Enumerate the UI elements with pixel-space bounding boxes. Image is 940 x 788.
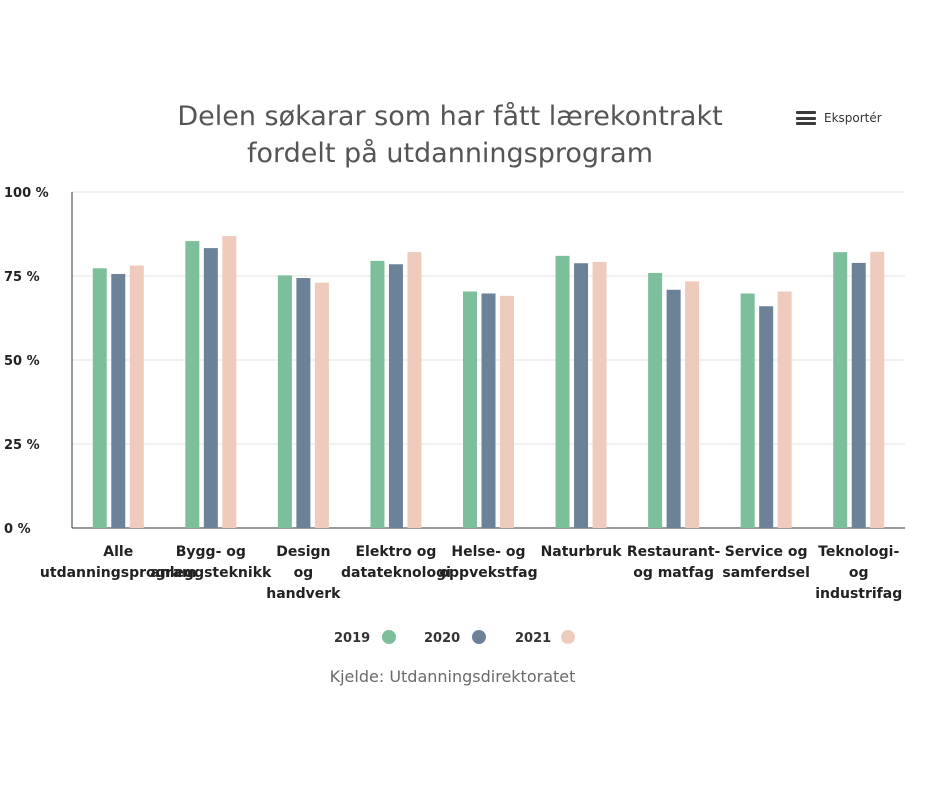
bar-2020 bbox=[296, 278, 311, 528]
legend-label: 2020 bbox=[424, 631, 460, 646]
bar-2020 bbox=[388, 264, 403, 528]
bar-2020 bbox=[203, 248, 218, 528]
bar-2021 bbox=[314, 282, 329, 528]
x-tick-label-line: Restaurant- bbox=[627, 544, 721, 560]
x-tick-label-line: og bbox=[294, 565, 314, 581]
bar-2019 bbox=[92, 268, 107, 528]
bar-2019 bbox=[370, 260, 385, 528]
legend-item-2020[interactable]: 2020 bbox=[424, 630, 486, 646]
bar-2020 bbox=[574, 263, 589, 528]
bar-2021 bbox=[500, 295, 514, 528]
x-tick-label-line: Naturbruk bbox=[541, 544, 623, 560]
x-tick-label: Helse- og oppvekstfag bbox=[439, 544, 537, 581]
bar-2019 bbox=[555, 255, 570, 528]
chart-title-line-2: fordelt på utdanningsprogram bbox=[246, 138, 653, 169]
bar-2021 bbox=[685, 281, 700, 528]
chart-title: Delen søkarar som har fått lærekontrakt … bbox=[90, 98, 810, 172]
x-tick-label-line: Alle bbox=[103, 544, 133, 560]
x-tick-label: Elektro og datateknologi bbox=[341, 544, 451, 581]
bar-2019 bbox=[740, 293, 755, 528]
bar-2020 bbox=[481, 293, 496, 528]
y-tick-label: 75 % bbox=[4, 270, 40, 285]
x-tick-label-line: og bbox=[849, 565, 869, 581]
x-tick-label-line: Teknologi- bbox=[818, 544, 899, 560]
bar-2020 bbox=[851, 262, 866, 528]
bar-2021 bbox=[777, 291, 792, 528]
x-tick-label-line: utdanningsprogram bbox=[40, 565, 197, 581]
y-tick-label: 0 % bbox=[4, 522, 31, 537]
bar-2019 bbox=[833, 252, 848, 529]
bar-2019 bbox=[185, 241, 200, 528]
bar-2021 bbox=[222, 236, 237, 529]
export-menu-button[interactable]: Eksportér bbox=[796, 106, 882, 130]
source-credit: Kjelde: Utdanningsdirektoratet bbox=[329, 667, 576, 686]
x-tick-label: Alle utdanningsprogram bbox=[40, 544, 197, 581]
y-tick-label: 50 % bbox=[4, 354, 40, 369]
x-tick-label-line: oppvekstfag bbox=[439, 565, 537, 581]
bar-2020 bbox=[111, 273, 126, 528]
bar-2021 bbox=[129, 265, 144, 528]
legend-item-2021[interactable]: 2021 bbox=[515, 630, 575, 646]
bar-2019 bbox=[648, 272, 663, 528]
legend-symbol bbox=[561, 630, 575, 644]
bar-2021 bbox=[870, 251, 885, 529]
x-tick-label-line: Service og bbox=[725, 544, 808, 560]
legend-symbol bbox=[472, 630, 486, 644]
legend-item-2019[interactable]: 2019 bbox=[334, 630, 396, 646]
legend-label: 2019 bbox=[334, 631, 370, 646]
x-tick-label: Naturbruk bbox=[541, 544, 623, 560]
y-tick-label: 100 % bbox=[4, 186, 49, 201]
x-tick-label-line: Bygg- og bbox=[176, 544, 246, 560]
bar-2019 bbox=[463, 291, 477, 528]
bar-2020 bbox=[666, 289, 681, 528]
hamburger-menu-icon bbox=[796, 111, 816, 125]
x-tick-label-line: samferdsel bbox=[722, 565, 810, 581]
x-tick-label-line: anleggsteknikk bbox=[150, 565, 272, 581]
x-tick-label: Service og samferdsel bbox=[722, 544, 810, 581]
x-tick-label-line: Design bbox=[276, 544, 330, 560]
export-label: Eksportér bbox=[824, 111, 882, 125]
legend-label: 2021 bbox=[515, 631, 551, 646]
x-tick-label-line: handverk bbox=[266, 586, 341, 602]
x-tick-label-line: industrifag bbox=[815, 586, 902, 602]
x-tick-label-line: og matfag bbox=[633, 565, 714, 581]
x-tick-label: Restaurant-og matfag bbox=[627, 544, 721, 581]
x-tick-label-line: Elektro og bbox=[355, 544, 436, 560]
bar-2019 bbox=[277, 275, 292, 528]
x-tick-label: Bygg- og anleggsteknikk bbox=[150, 544, 272, 581]
x-tick-label: Teknologi-og industrifag bbox=[815, 544, 902, 602]
x-tick-label-line: datateknologi bbox=[341, 565, 451, 581]
chart-title-line-1: Delen søkarar som har fått lærekontrakt bbox=[177, 101, 723, 132]
bar-2020 bbox=[759, 306, 774, 528]
x-tick-label-line: Helse- og bbox=[451, 544, 525, 560]
y-tick-label: 25 % bbox=[4, 438, 40, 453]
x-tick-label: Design og handverk bbox=[266, 544, 341, 602]
legend-symbol bbox=[382, 630, 396, 644]
bar-2021 bbox=[407, 252, 422, 529]
bar-2021 bbox=[592, 261, 607, 528]
